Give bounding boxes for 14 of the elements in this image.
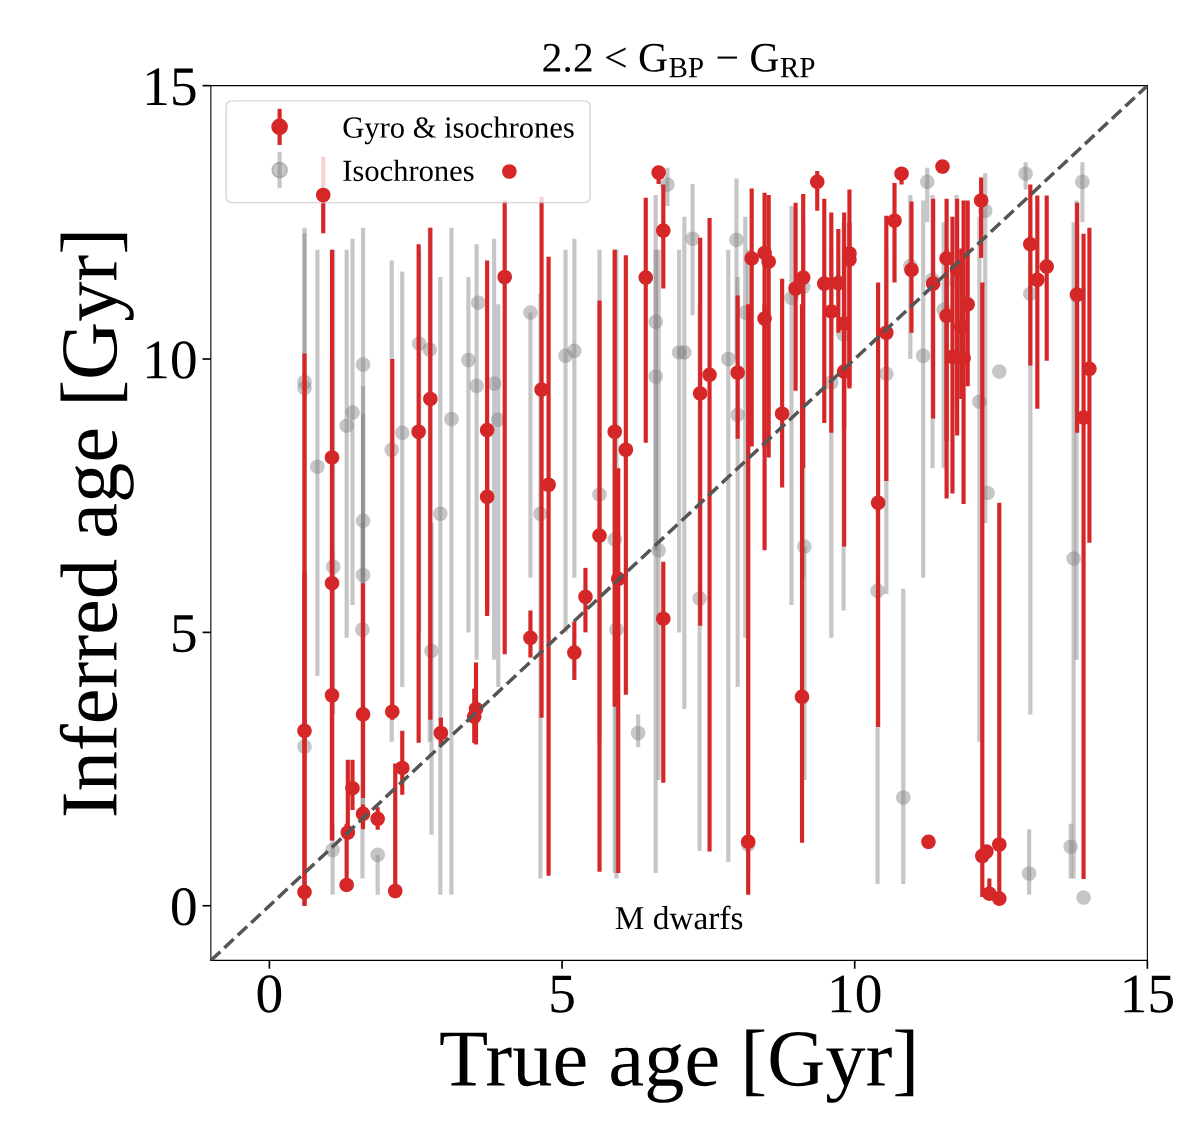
legend-label: Gyro & isochrones bbox=[343, 116, 574, 145]
x-axis-title: True age [Gyr] bbox=[440, 1029, 914, 1103]
y-tick-label: 0 bbox=[172, 888, 196, 926]
x-tick-label: 0 bbox=[257, 975, 282, 1013]
x-tick-label: 10 bbox=[831, 975, 881, 1013]
x-tick-label: 15 bbox=[1124, 975, 1173, 1013]
x-tick-label: 5 bbox=[551, 975, 574, 1013]
y-tick-label: 5 bbox=[173, 615, 196, 653]
y-axis-title: Inferred age [Gyr] bbox=[59, 233, 134, 816]
legend-label: Isochrones bbox=[343, 159, 474, 182]
y-tick-label: 10 bbox=[147, 341, 196, 379]
chart-title: 2.2 < G$_{BP}$ − G$_{RP}$ bbox=[543, 43, 815, 78]
annotation: M dwarfs bbox=[615, 905, 743, 930]
y-tick-label: 15 bbox=[147, 68, 196, 106]
